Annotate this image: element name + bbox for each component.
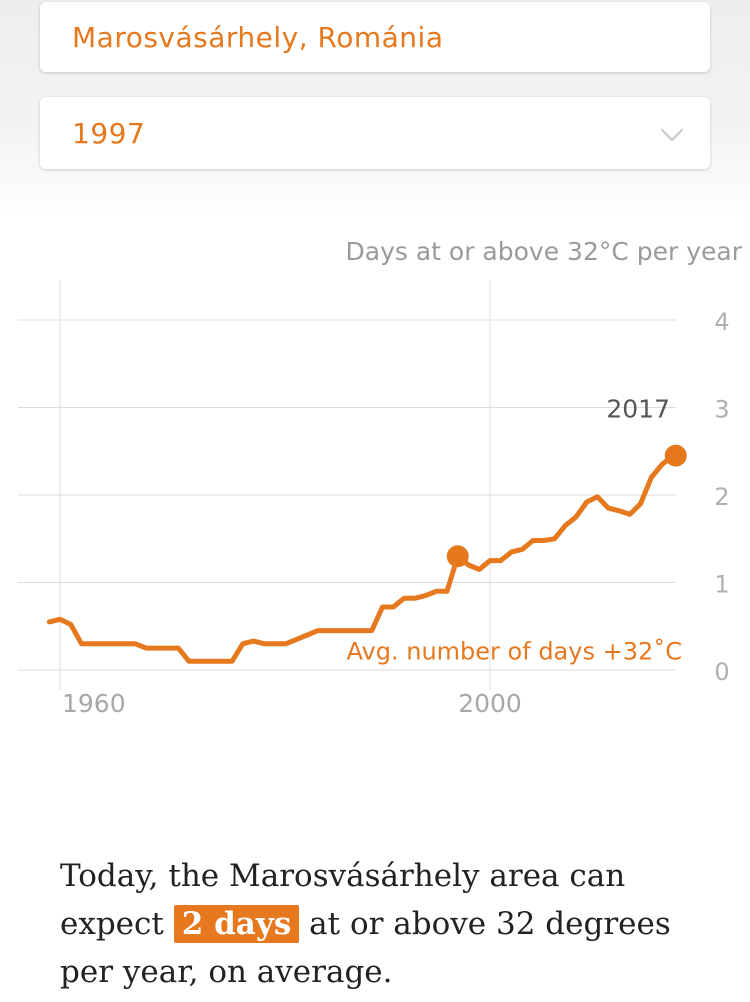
series-line-avg-days — [46, 453, 676, 664]
chevron-down-icon — [660, 118, 684, 142]
selected-year-marker[interactable] — [446, 545, 469, 568]
y-tick-label: 3 — [714, 396, 729, 424]
location-search-input[interactable]: Marosvásárhely, Románia — [40, 2, 710, 72]
year-value: 1997 — [72, 116, 146, 150]
x-tick-label: 2000 — [458, 689, 522, 718]
summary-highlight: 2 days — [173, 905, 300, 943]
y-tick-label: 0 — [714, 658, 729, 686]
location-value: Marosvásárhely, Románia — [72, 20, 444, 54]
y-tick-label: 4 — [714, 308, 729, 336]
summary-text: Today, the Marosvásárhely area can expec… — [60, 852, 720, 996]
y-axis-title: Days at or above 32°C per year — [346, 237, 743, 266]
series-label: Avg. number of days +32˚C — [347, 637, 682, 665]
y-tick-label: 1 — [714, 571, 729, 599]
end-year-label: 2017 — [606, 395, 670, 424]
heat-days-chart: Days at or above 32°C per year 0 1 2 3 4 1960… — [18, 237, 743, 718]
year-dropdown[interactable]: 1997 — [40, 97, 710, 169]
y-tick-label: 2 — [714, 483, 729, 511]
end-point-marker — [664, 444, 687, 467]
summary-after: at or above 32 degrees per year, on aver… — [60, 906, 671, 990]
x-tick-label: 1960 — [62, 689, 126, 718]
summary-before: Today, the Marosvásárhely area can expec… — [60, 858, 626, 942]
